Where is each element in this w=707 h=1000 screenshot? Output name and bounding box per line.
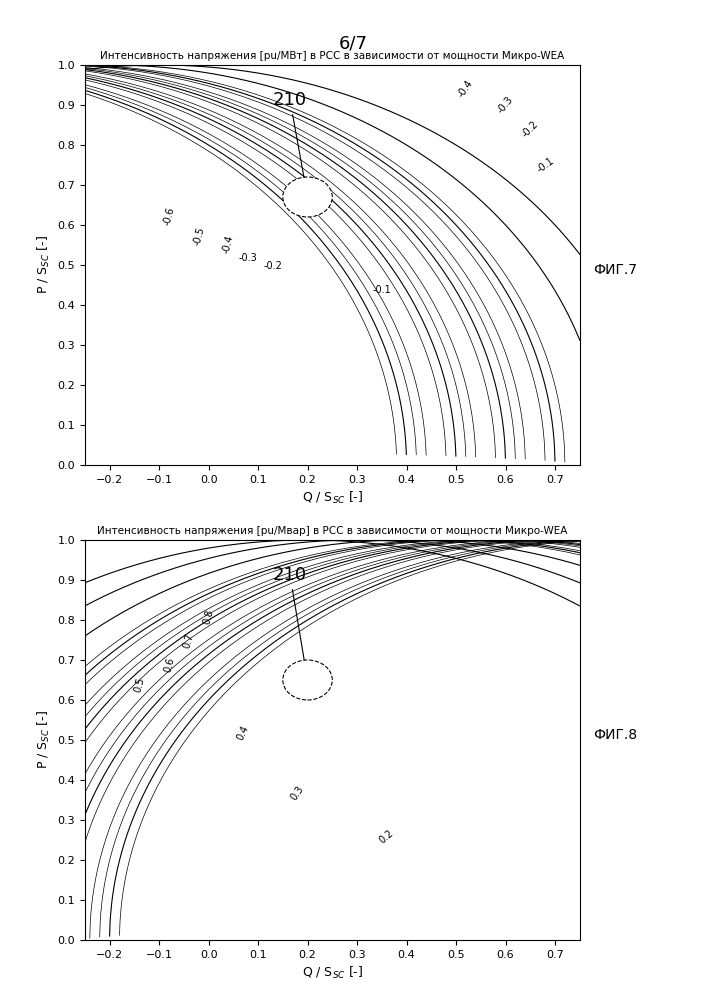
- Text: 210: 210: [273, 566, 307, 677]
- Text: 210: 210: [273, 91, 307, 194]
- Text: -0.4: -0.4: [221, 234, 235, 255]
- Text: 0.2: 0.2: [378, 828, 396, 846]
- Circle shape: [283, 660, 332, 700]
- Text: -0.1: -0.1: [534, 156, 556, 175]
- Text: 0.3: 0.3: [289, 784, 306, 802]
- Text: -0.6: -0.6: [162, 206, 176, 227]
- Text: 0.5: 0.5: [132, 677, 146, 694]
- Text: ФИГ.8: ФИГ.8: [593, 728, 637, 742]
- Text: -0.4: -0.4: [457, 78, 475, 99]
- Y-axis label: P / S$_{SC}$ [-]: P / S$_{SC}$ [-]: [36, 236, 52, 294]
- Text: -0.1: -0.1: [373, 285, 391, 295]
- Text: -0.3: -0.3: [496, 94, 515, 115]
- Text: 0.6: 0.6: [162, 657, 176, 674]
- Title: Интенсивность напряжения [pu/МВт] в РСС в зависимости от мощности Микро-WEA: Интенсивность напряжения [pu/МВт] в РСС …: [100, 51, 564, 61]
- Text: 6/7: 6/7: [339, 35, 368, 53]
- Text: -0.3: -0.3: [239, 253, 257, 263]
- Text: 0.7: 0.7: [182, 633, 196, 650]
- Text: 0.8: 0.8: [201, 609, 216, 626]
- Text: -0.5: -0.5: [192, 226, 206, 247]
- Text: ФИГ.7: ФИГ.7: [593, 263, 637, 277]
- X-axis label: Q / S$_{SC}$ [-]: Q / S$_{SC}$ [-]: [302, 490, 363, 506]
- X-axis label: Q / S$_{SC}$ [-]: Q / S$_{SC}$ [-]: [302, 965, 363, 981]
- Circle shape: [283, 177, 332, 217]
- Title: Интенсивность напряжения [pu/Мвар] в РСС в зависимости от мощности Микро-WEA: Интенсивность напряжения [pu/Мвар] в РСС…: [97, 526, 568, 536]
- Text: -0.2: -0.2: [264, 261, 282, 271]
- Text: 0.4: 0.4: [235, 724, 251, 742]
- Text: -0.2: -0.2: [520, 119, 540, 139]
- Y-axis label: P / S$_{SC}$ [-]: P / S$_{SC}$ [-]: [36, 711, 52, 769]
